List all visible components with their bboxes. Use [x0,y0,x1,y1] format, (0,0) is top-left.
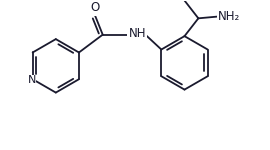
Text: N: N [28,75,36,85]
Text: NH₂: NH₂ [218,10,240,23]
Text: NH: NH [129,27,146,40]
Text: O: O [90,2,99,14]
